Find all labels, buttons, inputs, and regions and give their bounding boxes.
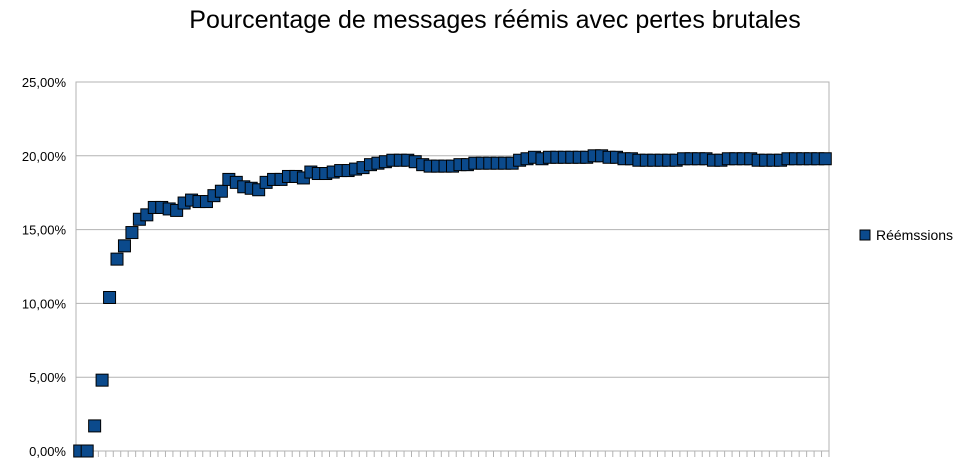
y-tick-label: 20,00% [22, 149, 67, 164]
plot-area [75, 81, 830, 452]
data-point [214, 184, 228, 198]
y-tick-label: 10,00% [22, 296, 67, 311]
data-markers [73, 149, 832, 458]
gridlines [76, 81, 829, 452]
legend-swatch [859, 229, 871, 241]
y-axis-tick-labels: 0,00% 5,00% 10,00% 15,00% 20,00% 25,00% [22, 75, 67, 459]
y-tick-label: 15,00% [22, 223, 67, 238]
data-point [117, 239, 131, 253]
y-tick-label: 0,00% [29, 444, 66, 459]
y-tick-label: 5,00% [29, 370, 66, 385]
legend-label: Réémssions [876, 227, 953, 243]
legend: Réémssions [859, 227, 953, 243]
data-point [80, 444, 94, 458]
data-point [88, 419, 102, 433]
y-tick-label: 25,00% [22, 75, 67, 90]
x-axis-ticks [75, 451, 830, 457]
data-point [103, 290, 117, 304]
data-point [110, 252, 124, 266]
data-point [818, 152, 832, 166]
data-point [95, 373, 109, 387]
data-point [125, 226, 139, 240]
chart-title: Pourcentage de messages réémis avec pert… [189, 6, 801, 34]
